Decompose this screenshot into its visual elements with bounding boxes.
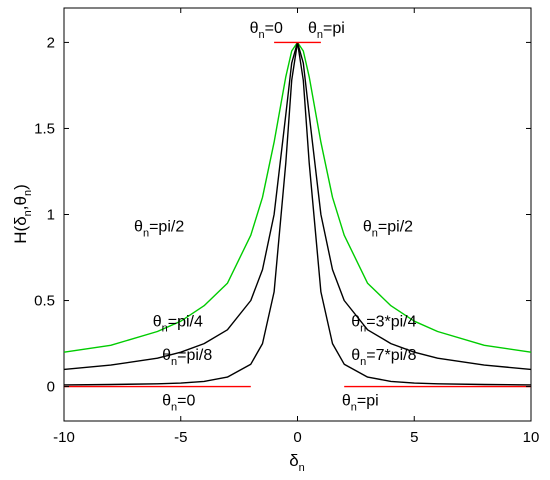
x-tick-label: -10 — [53, 429, 75, 446]
curve-annotation: θn=3*pi/4 — [351, 313, 416, 334]
y-tick-label: 0.5 — [34, 293, 55, 310]
x-tick-label: -5 — [174, 429, 187, 446]
x-tick-label: 5 — [410, 429, 418, 446]
curve-annotation: θn=pi — [342, 393, 379, 414]
curve-annotation: θn=pi/2 — [134, 219, 184, 240]
curve-pi8-left — [63, 42, 299, 386]
curves — [63, 41, 532, 388]
y-tick-label: 1 — [47, 207, 55, 224]
curve-annotation: θn=pi/8 — [162, 347, 212, 368]
x-tick-label: 10 — [523, 429, 540, 446]
y-tick-label: 0 — [47, 379, 55, 396]
annotations: θn=0 θn=pi θn=pi/2 θn=pi/2 θn=pi/4 θn=3*pi/4 θ… — [134, 20, 417, 414]
x-axis-label: δn — [289, 451, 305, 474]
curve-annotation: θn=pi — [308, 20, 345, 41]
curve-annotation: θn=0 — [250, 20, 283, 41]
curve-annotation: θn=7*pi/8 — [351, 347, 416, 368]
curve-pi2-left — [63, 42, 299, 353]
axis-ticks: -10 -5 0 5 10 0 0.5 1 1.5 2 — [34, 8, 539, 446]
curve-pi4-right — [296, 42, 532, 371]
curve-annotation: θn=pi/4 — [153, 313, 203, 334]
x-tick-label: 0 — [293, 429, 301, 446]
y-tick-label: 2 — [47, 34, 55, 51]
curve-pi8-right — [296, 42, 532, 386]
plot-frame — [63, 7, 532, 422]
y-tick-label: 1.5 — [34, 120, 55, 137]
y-axis-label: H(δn,θn) — [11, 184, 34, 244]
curve-annotation: θn=0 — [162, 393, 195, 414]
curve-annotation: θn=pi/2 — [363, 219, 413, 240]
curve-pi2-right — [296, 42, 532, 353]
curve-pi4-left — [63, 42, 299, 371]
